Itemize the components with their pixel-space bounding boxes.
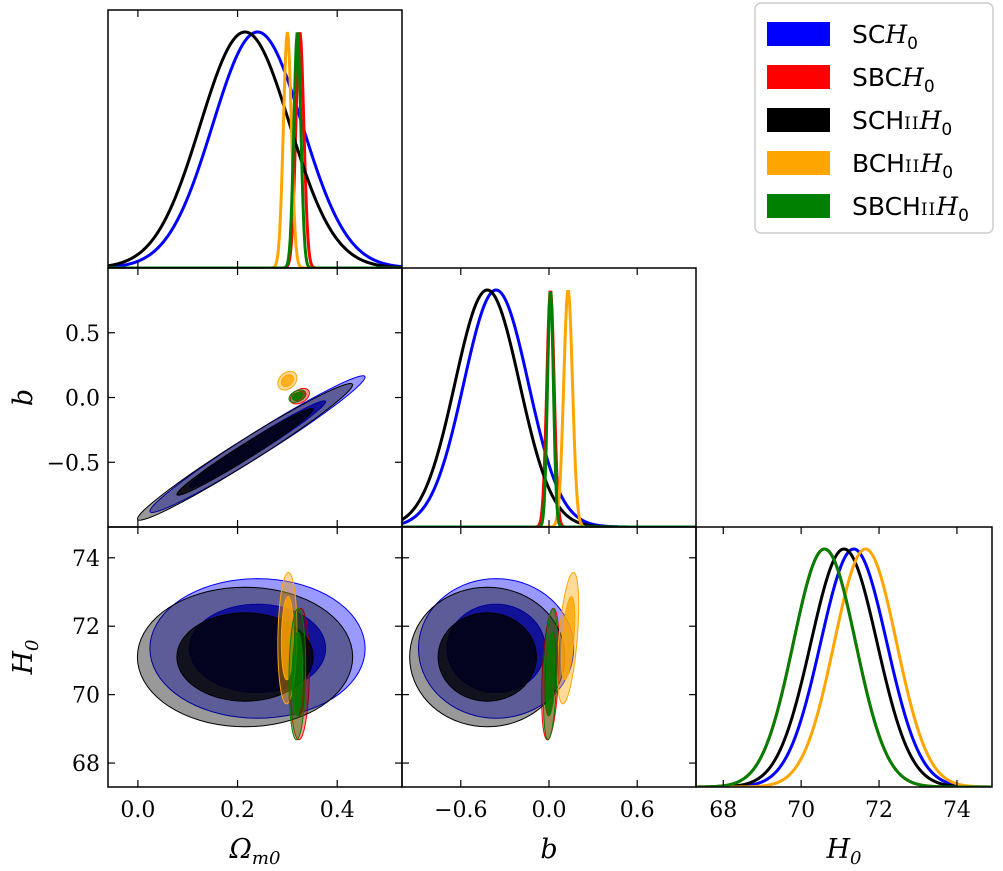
panel-H0-marginal — [696, 547, 992, 787]
marginal-curve-SBCHIIH0 — [696, 547, 992, 787]
y-tick-label-H0: 70 — [72, 684, 100, 709]
legend-swatch — [767, 22, 830, 46]
panel-H0-vs-b-contours — [409, 571, 580, 741]
y-tick-label-H0: 74 — [72, 547, 100, 572]
contour-inner-SBCHIIH0 — [291, 631, 304, 717]
marginal-curve-SBCHIIH0 — [108, 32, 402, 268]
x-tick-label-b: 0.0 — [532, 798, 567, 823]
x-tick-label-H0: 72 — [865, 798, 893, 823]
legend-swatch — [767, 151, 830, 175]
y-tick-label-H0: 72 — [72, 615, 100, 640]
marginal-curve-SCH0 — [108, 30, 402, 268]
x-tick-label-om: 0.0 — [120, 798, 155, 823]
y-tick-label-b: 0.5 — [65, 322, 100, 347]
x-tick-label-H0: 70 — [787, 798, 815, 823]
x-tick-label-H0: 68 — [709, 798, 737, 823]
x-tick-label-om: 0.2 — [220, 798, 255, 823]
x-tick-label-om: 0.4 — [320, 798, 355, 823]
marginal-curve-SCH0 — [696, 547, 992, 787]
contour-inner-SBCHIIH0 — [291, 391, 304, 401]
legend-entry-label: BCHIIH0 — [852, 149, 953, 183]
marginal-curve-SBCH0 — [108, 32, 402, 268]
legend-swatch — [767, 65, 830, 89]
legend-swatch — [767, 194, 830, 218]
legend: SCH0 SBCH0 SCHIIH0 BCHIIH0 SBCHIIH0 — [754, 2, 994, 234]
panel-b-vs-om-contours — [136, 370, 366, 521]
marginal-curve-BCHIIH0 — [696, 547, 992, 787]
marginal-curve-SBCHIIH0 — [402, 291, 696, 527]
panel-om-marginal — [108, 30, 402, 268]
contour-inner-BCHIIH0 — [280, 596, 294, 681]
legend-swatch — [767, 108, 830, 132]
marginal-curve-BCHIIH0 — [108, 31, 402, 268]
x-axis-label-H0: H0 — [826, 834, 862, 869]
legend-entry-label: SCH0 — [852, 20, 918, 54]
panel-frame-om-om — [107, 9, 403, 269]
legend-frame — [754, 2, 994, 234]
panel-frame-b-om — [107, 267, 403, 528]
x-tick-label-H0: 74 — [943, 798, 971, 823]
panel-b-marginal — [402, 288, 696, 527]
y-tick-label-b: −0.5 — [47, 451, 100, 476]
legend-entry-label: SCHIIH0 — [852, 106, 952, 140]
labels-layer: 0.0 0.2 0.4 −0.6 0.0 0.6 68 70 72 74 −0.5 0.0 0.5 68 7… — [8, 322, 971, 869]
y-axis-label-H0: H0 — [8, 640, 43, 676]
contour-inner-BCHIIH0 — [560, 596, 576, 681]
marginal-curve-SCHIIH0 — [696, 547, 992, 787]
legend-entry-label: SBCHIIH0 — [852, 192, 969, 226]
panel-frame-H0-H0 — [695, 526, 993, 788]
legend-entry-label: SBCH0 — [852, 63, 935, 97]
marginal-curve-SCHIIH0 — [108, 30, 402, 268]
panel-H0-vs-om-contours — [136, 571, 366, 741]
x-axis-label-om: Ωm0 — [229, 834, 281, 869]
contour-inner-BCHIIH0 — [280, 374, 294, 388]
marginal-curve-SCHIIH0 — [402, 288, 696, 527]
marginal-curve-SCH0 — [402, 288, 696, 527]
x-tick-label-b: −0.6 — [434, 798, 487, 823]
y-tick-label-H0: 68 — [72, 752, 100, 777]
y-tick-label-b: 0.0 — [65, 387, 100, 412]
contour-inner-SCHIIH0 — [176, 408, 314, 496]
x-axis-label-b: b — [540, 834, 557, 865]
x-tick-label-b: 0.6 — [620, 798, 655, 823]
contour-fills-layer — [136, 370, 580, 741]
marginal-curve-SBCH0 — [696, 547, 992, 787]
y-axis-label-b: b — [8, 389, 39, 406]
ticks-layer — [108, 10, 958, 787]
contour-inner-SBCHIIH0 — [545, 631, 556, 717]
contour-inner-SCHIIH0 — [437, 612, 537, 702]
